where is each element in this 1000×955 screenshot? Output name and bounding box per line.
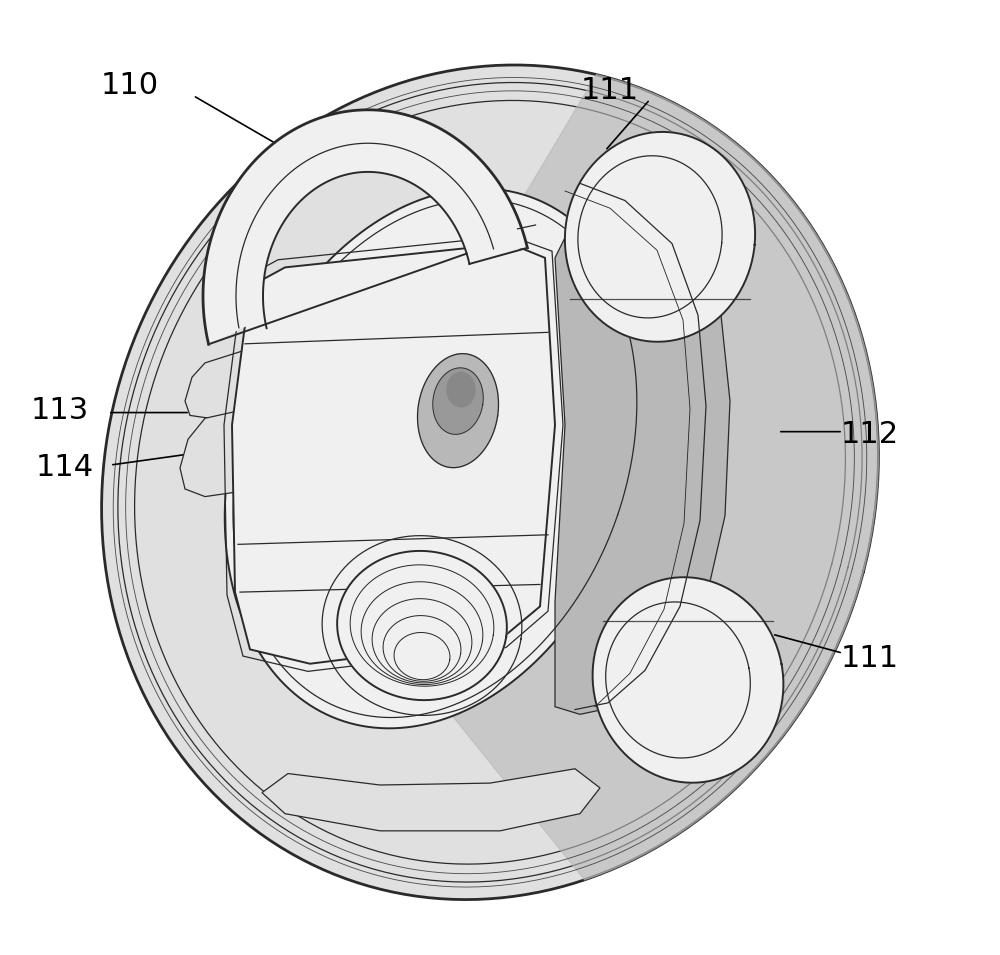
Polygon shape — [232, 244, 555, 664]
Polygon shape — [565, 132, 755, 342]
Text: 111: 111 — [581, 76, 639, 105]
Polygon shape — [593, 577, 783, 783]
Polygon shape — [180, 409, 268, 497]
Polygon shape — [203, 110, 527, 344]
Text: 110: 110 — [101, 72, 159, 100]
Text: 114: 114 — [36, 454, 94, 482]
Polygon shape — [337, 551, 507, 700]
Polygon shape — [433, 368, 483, 435]
Polygon shape — [225, 188, 645, 729]
Text: 112: 112 — [841, 420, 899, 449]
Polygon shape — [262, 769, 600, 831]
Polygon shape — [102, 65, 878, 900]
Text: 111: 111 — [841, 645, 899, 673]
Text: 113: 113 — [31, 396, 89, 425]
Polygon shape — [447, 372, 475, 407]
Polygon shape — [555, 177, 730, 714]
Polygon shape — [452, 74, 878, 880]
Polygon shape — [418, 353, 498, 468]
Polygon shape — [185, 334, 272, 418]
